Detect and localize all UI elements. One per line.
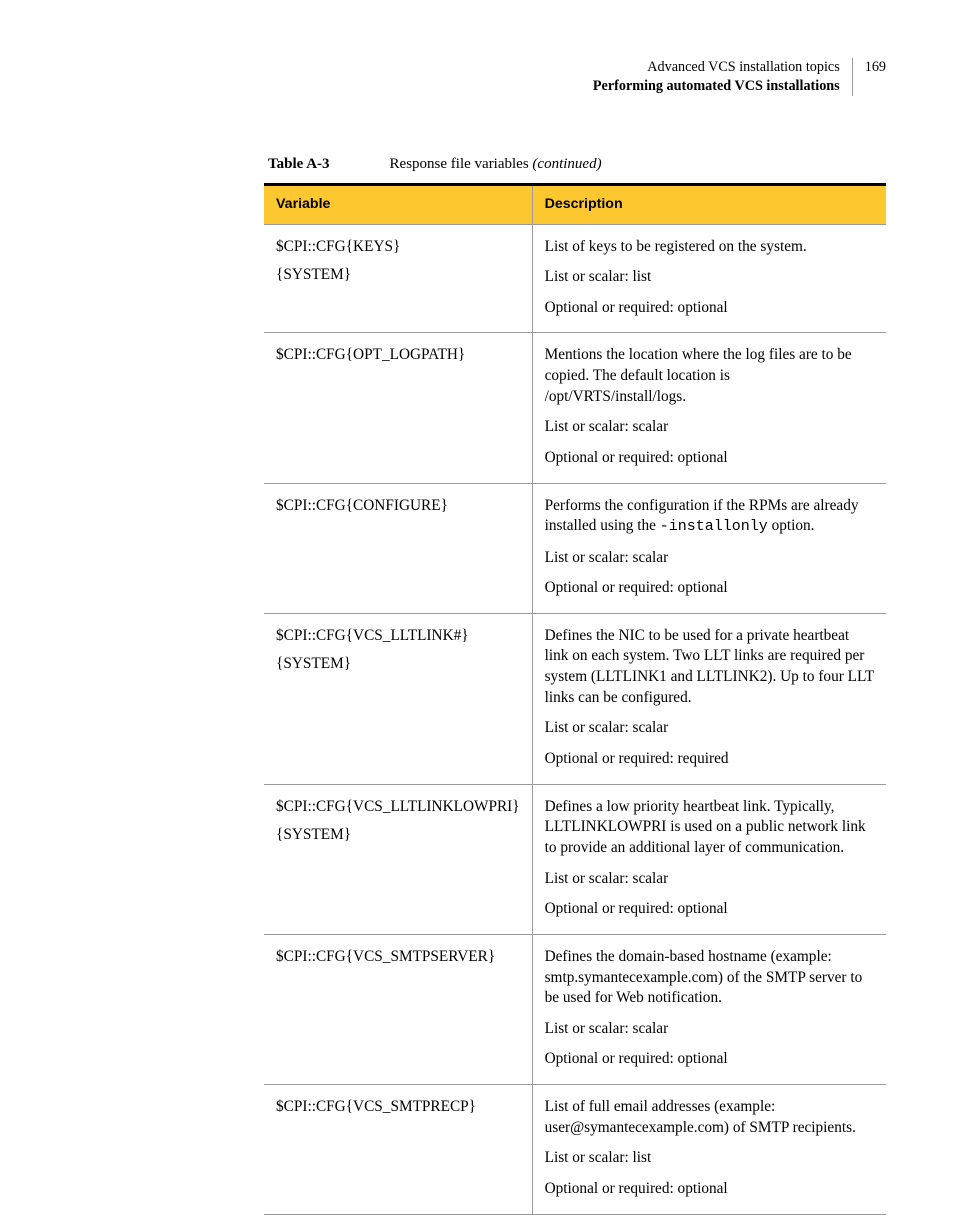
description-text: Defines a low priority heartbeat link. T… [545, 797, 874, 859]
description-cell: List of keys to be registered on the sys… [532, 224, 886, 333]
page: Advanced VCS installation topics Perform… [0, 0, 954, 1227]
description-text: List of full email addresses (example: u… [545, 1097, 874, 1138]
header-breadcrumb: Advanced VCS installation topics [593, 58, 840, 77]
description-text-suffix: option. [768, 517, 815, 534]
table-caption-title: Response file variables (continued) [390, 156, 602, 173]
variable-name: $CPI::CFG{VCS_LLTLINKLOWPRI} [276, 797, 520, 818]
variable-name: $CPI::CFG{KEYS} [276, 237, 520, 258]
table-caption-continued: (continued) [532, 156, 601, 172]
description-text: Defines the NIC to be used for a private… [545, 626, 874, 709]
description-text: Defines the domain-based hostname (examp… [545, 947, 874, 1009]
table-row: $CPI::CFG{VCS_SMTPRECP} List of full ema… [264, 1085, 886, 1215]
variable-cell: $CPI::CFG{VCS_LLTLINKLOWPRI} {SYSTEM} [264, 784, 532, 934]
variable-name: $CPI::CFG{CONFIGURE} [276, 496, 520, 517]
description-text: Optional or required: optional [545, 1179, 874, 1200]
table-caption-title-text: Response file variables [390, 156, 533, 172]
description-text: List or scalar: scalar [545, 548, 874, 569]
table-caption: Table A-3 Response file variables (conti… [264, 156, 886, 173]
description-cell: Defines the domain-based hostname (examp… [532, 934, 886, 1084]
table-row: $CPI::CFG{CONFIGURE} Performs the config… [264, 483, 886, 613]
description-text: List or scalar: list [545, 267, 874, 288]
variable-cell: $CPI::CFG{OPT_LOGPATH} [264, 333, 532, 483]
description-text: Optional or required: optional [545, 298, 874, 319]
variable-name: $CPI::CFG{VCS_SMTPSERVER} [276, 947, 520, 968]
description-cell: Performs the configuration if the RPMs a… [532, 483, 886, 613]
description-text: List or scalar: scalar [545, 1019, 874, 1040]
col-header-variable: Variable [264, 185, 532, 224]
description-text: List or scalar: list [545, 1148, 874, 1169]
table-row: $CPI::CFG{VCS_SMTPSERVER} Defines the do… [264, 934, 886, 1084]
page-number: 169 [865, 58, 886, 76]
description-text: Optional or required: optional [545, 1049, 874, 1070]
variable-name: {SYSTEM} [276, 265, 520, 286]
table-caption-label: Table A-3 [268, 156, 330, 173]
table-row: $CPI::CFG{VCS_LLTLINKLOWPRI} {SYSTEM} De… [264, 784, 886, 934]
description-text: Mentions the location where the log file… [545, 345, 874, 407]
description-cell: List of full email addresses (example: u… [532, 1085, 886, 1215]
variables-table: Variable Description $CPI::CFG{KEYS} {SY… [264, 183, 886, 1214]
description-text: List or scalar: scalar [545, 417, 874, 438]
description-text: List or scalar: scalar [545, 869, 874, 890]
variable-name: {SYSTEM} [276, 825, 520, 846]
table-row: $CPI::CFG{OPT_LOGPATH} Mentions the loca… [264, 333, 886, 483]
header-text: Advanced VCS installation topics Perform… [593, 58, 840, 96]
variable-cell: $CPI::CFG{VCS_SMTPSERVER} [264, 934, 532, 1084]
description-text: Optional or required: optional [545, 578, 874, 599]
description-cell: Defines the NIC to be used for a private… [532, 613, 886, 784]
description-cell: Mentions the location where the log file… [532, 333, 886, 483]
variable-name: {SYSTEM} [276, 654, 520, 675]
variable-cell: $CPI::CFG{KEYS} {SYSTEM} [264, 224, 532, 333]
header-section-title: Performing automated VCS installations [593, 77, 840, 96]
inline-code: -installonly [660, 518, 768, 535]
variable-name: $CPI::CFG{VCS_LLTLINK#} [276, 626, 520, 647]
variable-cell: $CPI::CFG{VCS_LLTLINK#} {SYSTEM} [264, 613, 532, 784]
variable-name: $CPI::CFG{OPT_LOGPATH} [276, 345, 520, 366]
header-divider [852, 58, 853, 96]
content: Table A-3 Response file variables (conti… [264, 156, 886, 1214]
variable-cell: $CPI::CFG{CONFIGURE} [264, 483, 532, 613]
description-text: Performs the configuration if the RPMs a… [545, 496, 874, 538]
description-text: Optional or required: required [545, 749, 874, 770]
col-header-description: Description [532, 185, 886, 224]
page-header: Advanced VCS installation topics Perform… [68, 58, 886, 96]
description-text: Optional or required: optional [545, 899, 874, 920]
table-row: $CPI::CFG{VCS_LLTLINK#} {SYSTEM} Defines… [264, 613, 886, 784]
variable-name: $CPI::CFG{VCS_SMTPRECP} [276, 1097, 520, 1118]
table-row: $CPI::CFG{KEYS} {SYSTEM} List of keys to… [264, 224, 886, 333]
description-text: List of keys to be registered on the sys… [545, 237, 874, 258]
description-cell: Defines a low priority heartbeat link. T… [532, 784, 886, 934]
variable-cell: $CPI::CFG{VCS_SMTPRECP} [264, 1085, 532, 1215]
table-header-row: Variable Description [264, 185, 886, 224]
description-text: List or scalar: scalar [545, 718, 874, 739]
description-text: Optional or required: optional [545, 448, 874, 469]
